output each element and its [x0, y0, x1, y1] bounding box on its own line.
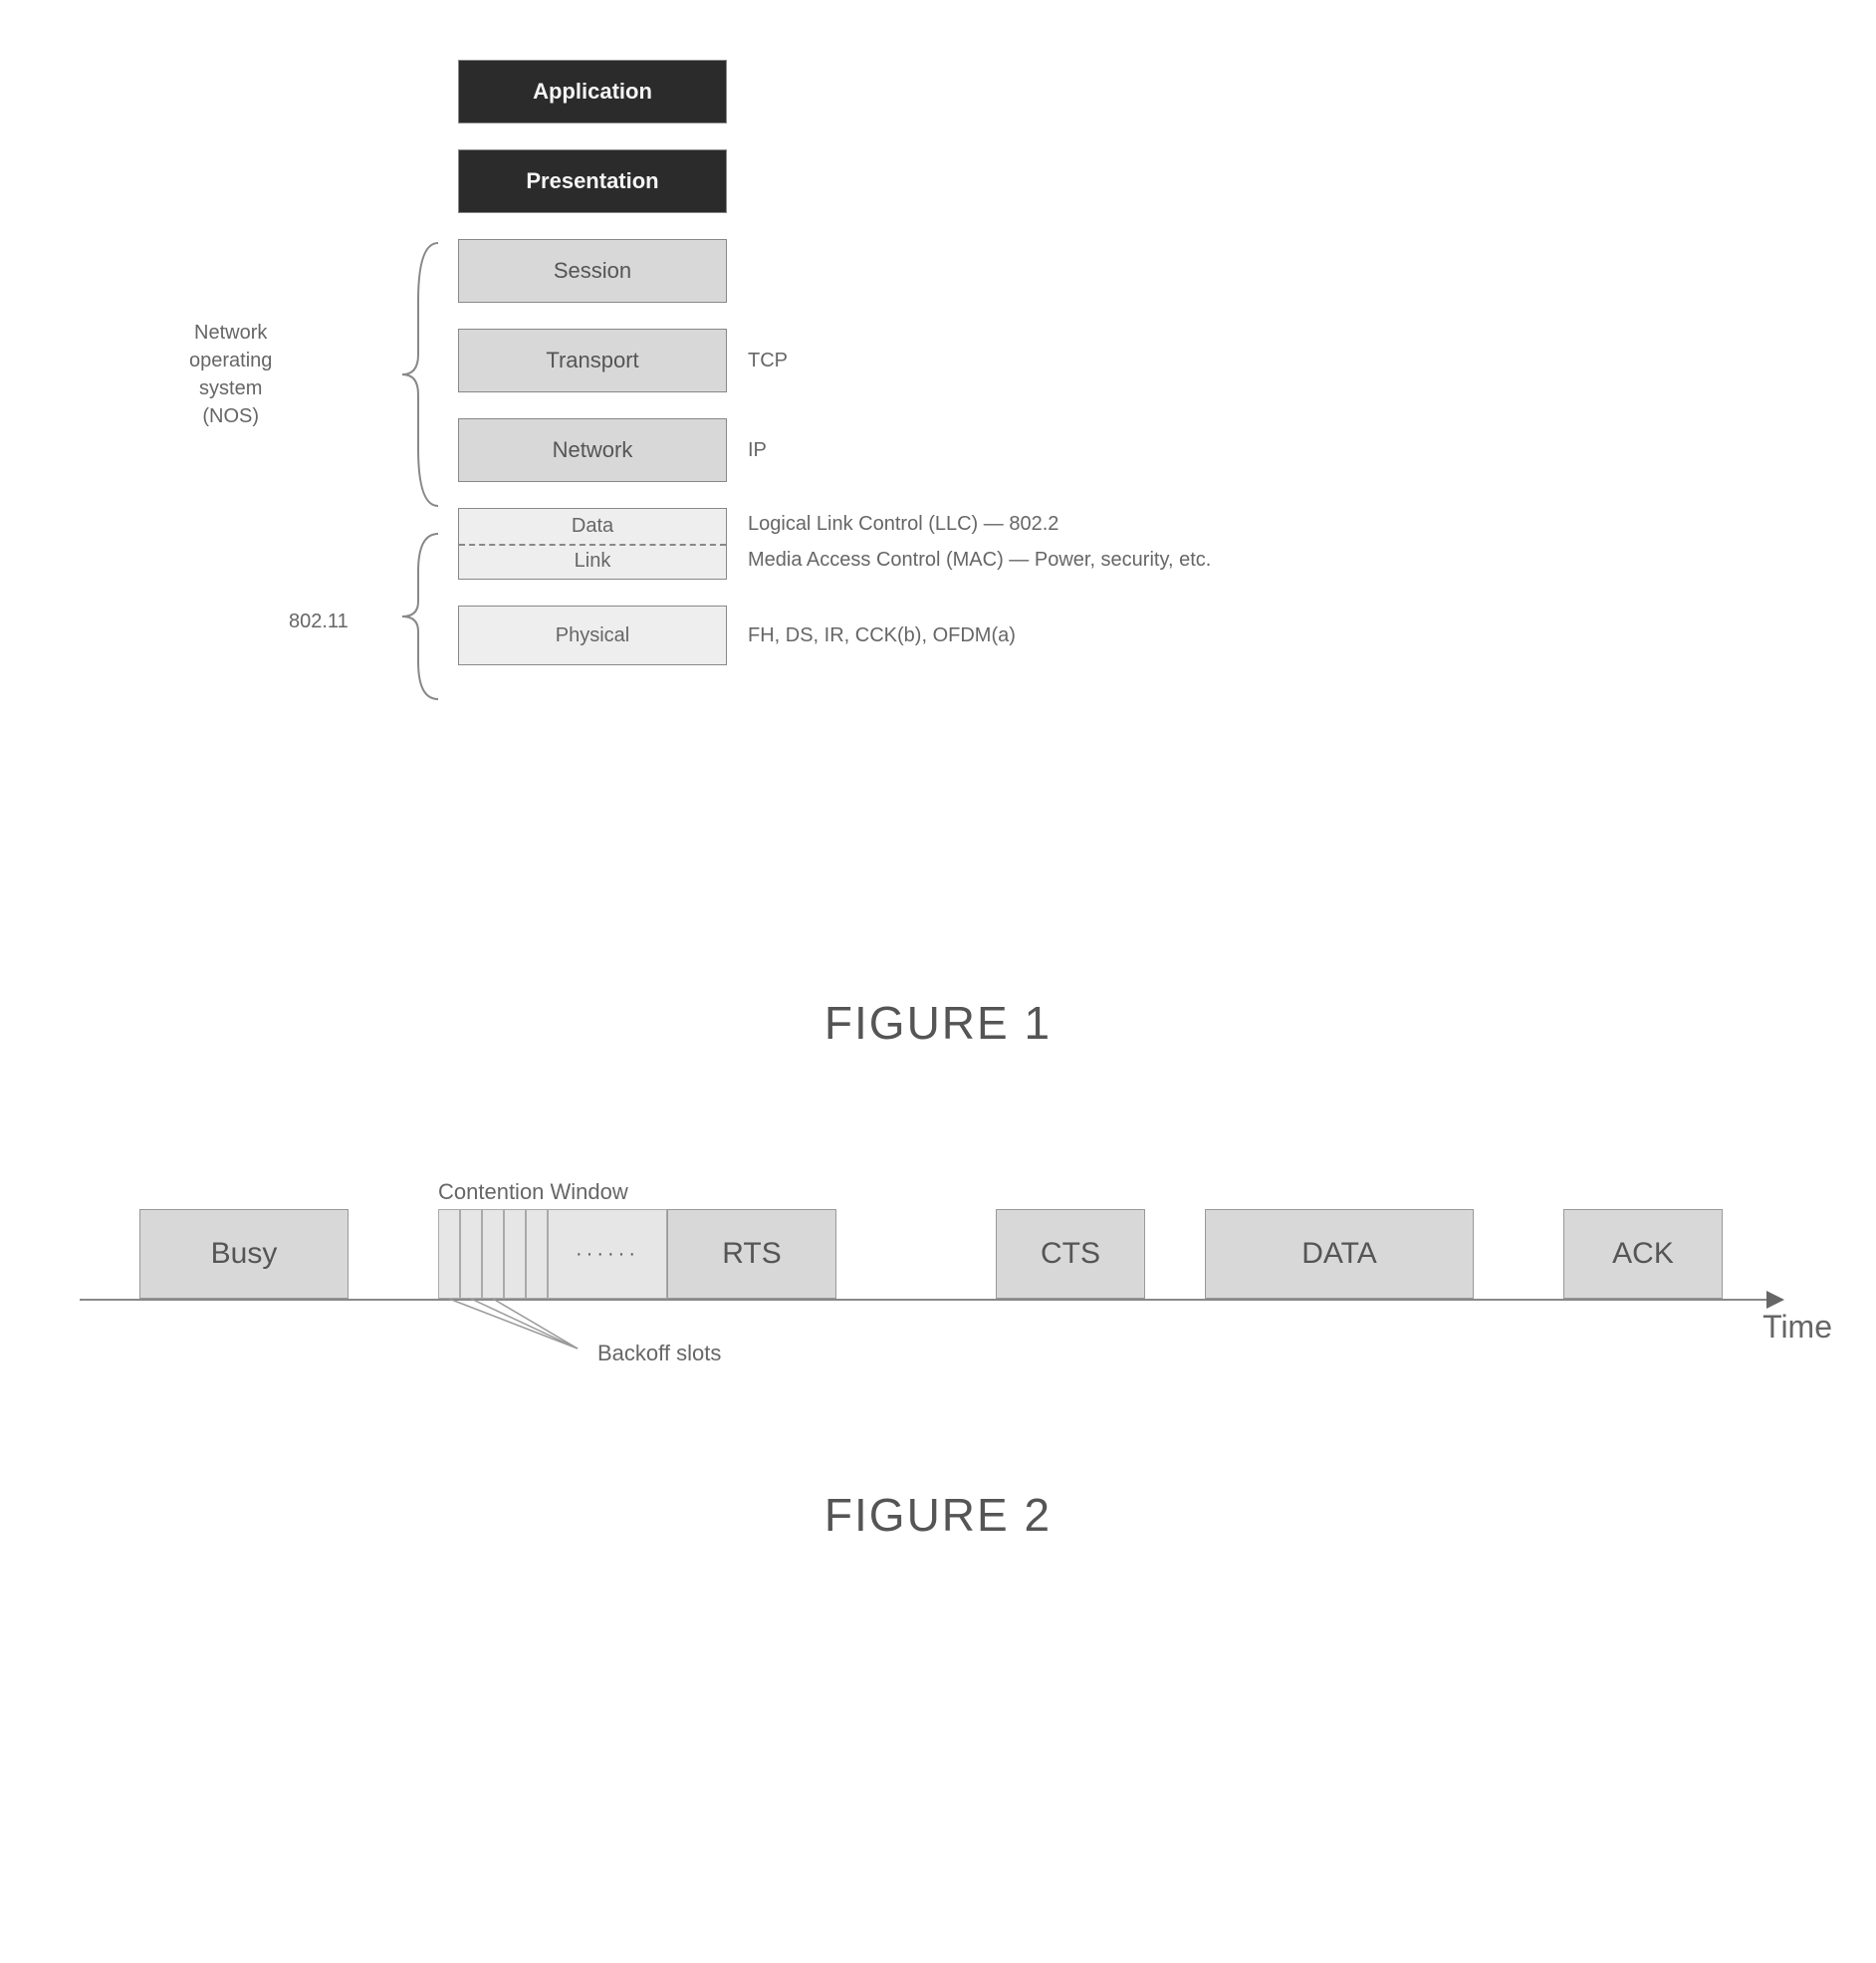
- figure1-caption: FIGURE 1: [40, 996, 1836, 1050]
- block-cts-label: CTS: [1041, 1237, 1100, 1271]
- layer-physical: Physical FH, DS, IR, CCK(b), OFDM(a): [458, 606, 727, 665]
- layer-application: Application: [458, 60, 727, 123]
- ieee-label: 802.11: [289, 611, 349, 632]
- backoff-slot: [526, 1209, 548, 1299]
- timeline-arrowhead: [1766, 1291, 1784, 1309]
- backoff-slots-label: Backoff slots: [597, 1341, 721, 1366]
- layer-presentation: Presentation: [458, 149, 727, 213]
- annotation-datalink-llc: Logical Link Control (LLC) — 802.2: [748, 513, 1058, 536]
- layer-network-label: Network: [553, 437, 633, 463]
- nos-line4: (NOS): [202, 405, 259, 427]
- backoff-slot: [460, 1209, 482, 1299]
- layer-application-label: Application: [533, 79, 652, 105]
- dots-text: ······: [576, 1243, 639, 1266]
- layer-network: Network IP: [458, 418, 727, 482]
- backoff-slot: [504, 1209, 526, 1299]
- left-label-nos: Network operating system (NOS): [189, 319, 272, 430]
- layer-presentation-label: Presentation: [526, 168, 658, 194]
- layer-physical-label: Physical: [556, 624, 629, 647]
- brace-nos: [398, 241, 448, 508]
- backoff-slot: [438, 1209, 460, 1299]
- layer-session-label: Session: [554, 258, 631, 284]
- figure1: Application Presentation Session Transpo…: [40, 40, 1832, 936]
- figure2-caption: FIGURE 2: [40, 1488, 1836, 1542]
- block-rts-label: RTS: [722, 1237, 781, 1271]
- backoff-slot: [482, 1209, 504, 1299]
- block-busy-label: Busy: [211, 1237, 278, 1271]
- annotation-physical: FH, DS, IR, CCK(b), OFDM(a): [748, 624, 1016, 647]
- block-cts: CTS: [996, 1209, 1145, 1299]
- block-data: DATA: [1205, 1209, 1474, 1299]
- layer-session: Session: [458, 239, 727, 303]
- layer-transport-label: Transport: [546, 348, 638, 373]
- nos-line3: system: [199, 377, 262, 399]
- block-rts: RTS: [667, 1209, 836, 1299]
- layer-datalink-top-label: Data: [572, 515, 613, 538]
- annotation-network: IP: [748, 439, 767, 462]
- figure2: Time Busy Contention Window ······ RTS B…: [40, 1169, 1832, 1428]
- layer-datalink-bottom-label: Link: [575, 550, 611, 573]
- osi-layer-stack: Application Presentation Session Transpo…: [458, 60, 727, 665]
- block-data-label: DATA: [1301, 1237, 1377, 1271]
- annotation-datalink-mac: Media Access Control (MAC) — Power, secu…: [748, 549, 1211, 572]
- nos-line2: operating: [189, 350, 272, 371]
- annotation-transport: TCP: [748, 350, 788, 372]
- block-busy: Busy: [139, 1209, 349, 1299]
- contention-window: Contention Window ······ RTS: [438, 1209, 936, 1299]
- backoff-dots: ······: [548, 1209, 667, 1299]
- layer-transport: Transport TCP: [458, 329, 727, 392]
- block-ack: ACK: [1563, 1209, 1723, 1299]
- layer-datalink: Data Link Logical Link Control (LLC) — 8…: [458, 508, 727, 580]
- block-ack-label: ACK: [1612, 1237, 1674, 1271]
- time-axis-label: Time: [1762, 1309, 1832, 1346]
- contention-window-label: Contention Window: [438, 1179, 628, 1205]
- timeline-axis: [80, 1299, 1772, 1301]
- nos-line1: Network: [194, 322, 267, 344]
- datalink-divider: [459, 544, 726, 546]
- left-label-80211: 802.11: [289, 608, 349, 635]
- brace-80211: [398, 532, 448, 701]
